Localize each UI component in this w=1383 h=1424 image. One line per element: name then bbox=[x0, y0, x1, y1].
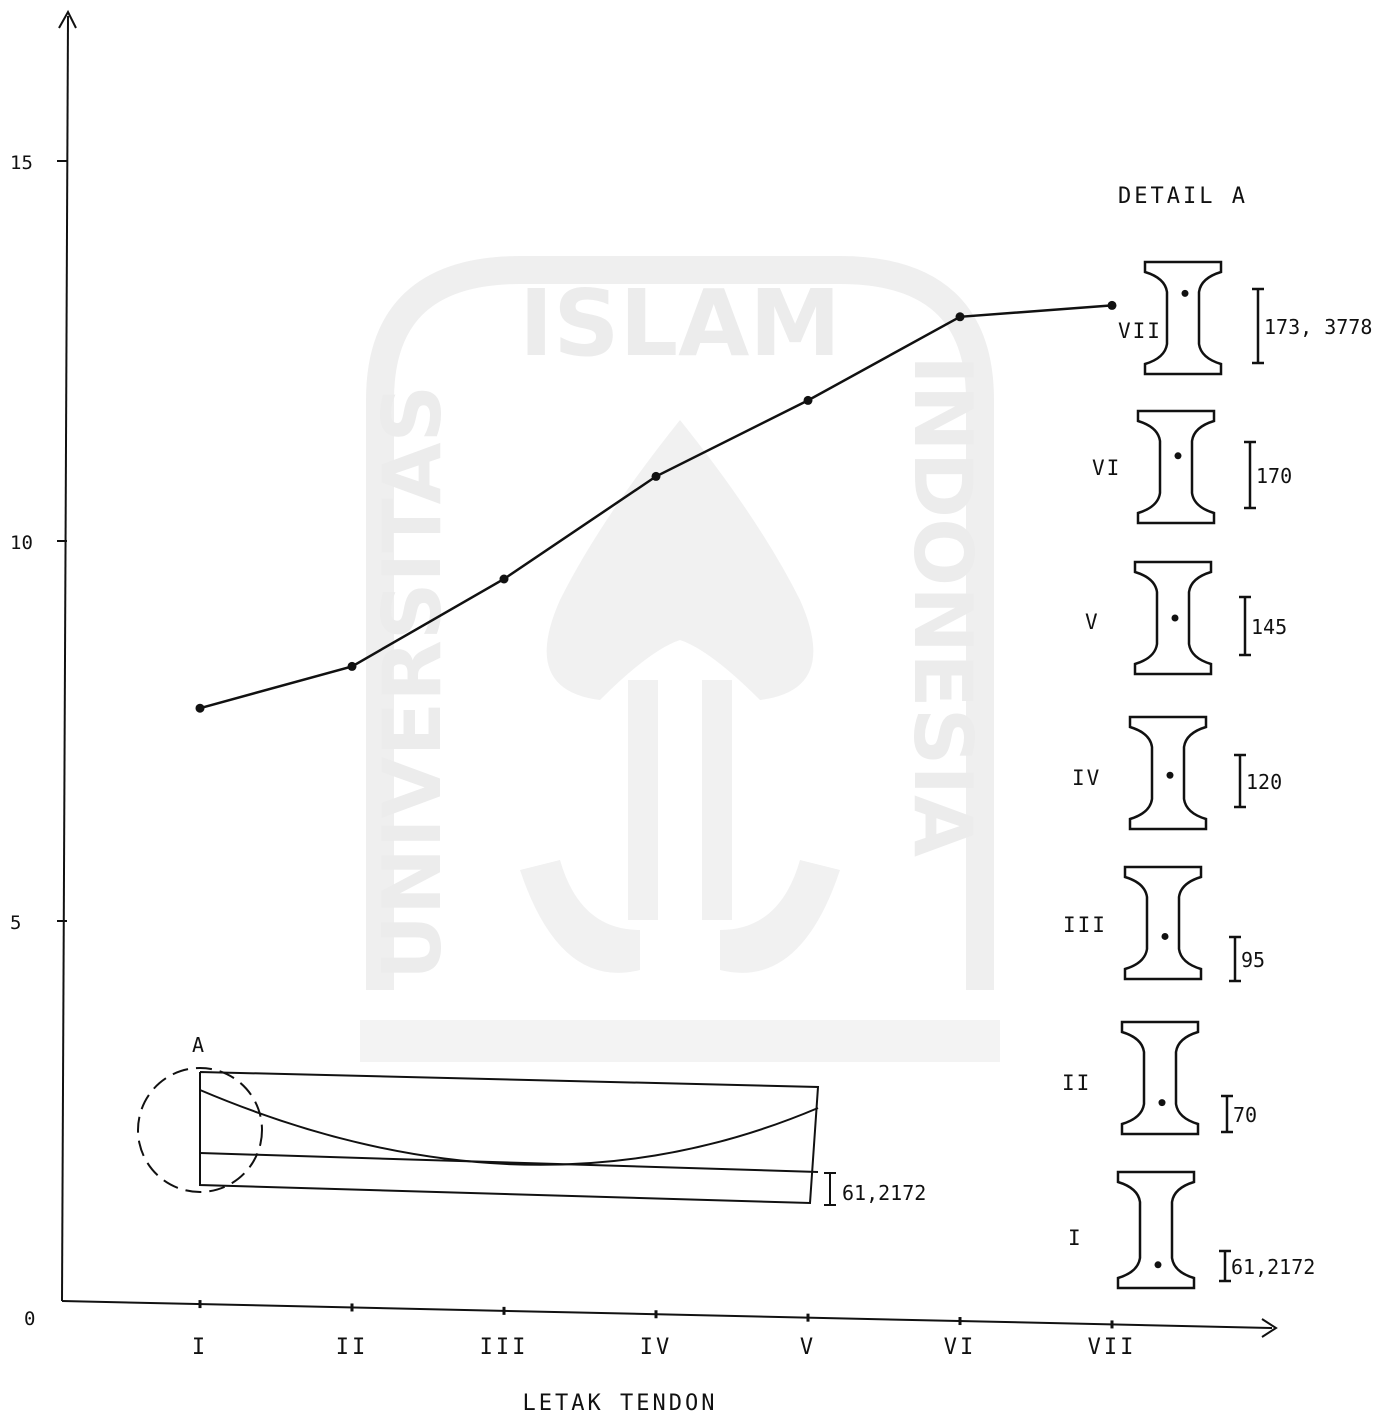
x-tick-label-I: I bbox=[192, 1335, 208, 1360]
i-section-outline bbox=[1128, 715, 1208, 831]
y-ticks: 0 5 10 15 bbox=[10, 152, 67, 1330]
section-dimension: 145 bbox=[1251, 615, 1287, 639]
x-axis-arrow bbox=[1261, 1318, 1278, 1338]
section-label: III bbox=[1063, 913, 1107, 937]
section-label: II bbox=[1062, 1071, 1091, 1095]
section-dimension: 95 bbox=[1241, 948, 1265, 972]
beam-outline bbox=[199, 1071, 820, 1205]
y-axis-arrow bbox=[58, 9, 77, 29]
tendon-position-dot bbox=[1174, 452, 1182, 460]
section-label: VI bbox=[1092, 456, 1121, 480]
section-label: I bbox=[1068, 1226, 1083, 1250]
section-dimension: 70 bbox=[1233, 1103, 1257, 1127]
x-tick-label-V: V bbox=[800, 1335, 816, 1360]
data-point-I bbox=[195, 703, 205, 713]
beam-dimension-label: 61,2172 bbox=[842, 1181, 926, 1205]
x-tick-label-III: III bbox=[480, 1335, 529, 1360]
section-label: V bbox=[1085, 610, 1100, 634]
x-tick-label-VI: VI bbox=[944, 1335, 977, 1360]
data-point-VII bbox=[1107, 300, 1117, 310]
data-point-IV bbox=[651, 471, 661, 481]
section-dimension: 61,2172 bbox=[1231, 1255, 1315, 1279]
i-section-outline bbox=[1143, 260, 1223, 376]
tendon-position-dot bbox=[1158, 1099, 1166, 1107]
data-point-III bbox=[499, 574, 509, 584]
axes bbox=[58, 9, 1278, 1338]
section-label: VII bbox=[1118, 319, 1162, 343]
y-tick-label-0: 0 bbox=[24, 1308, 35, 1330]
x-axis bbox=[61, 1300, 1273, 1329]
tendon-position-dot bbox=[1171, 614, 1179, 622]
detail-section-II: II 70 bbox=[1062, 1020, 1257, 1136]
tendon-position-dot bbox=[1154, 1261, 1162, 1269]
x-axis-title: LETAK TENDON bbox=[523, 1391, 718, 1416]
i-section-outline bbox=[1133, 560, 1213, 676]
i-section-outline bbox=[1120, 1020, 1200, 1136]
tendon-position-dot bbox=[1181, 289, 1189, 297]
y-tick-label-5: 5 bbox=[10, 912, 21, 934]
x-tick-label-II: II bbox=[336, 1335, 369, 1360]
tendon-position-dot bbox=[1161, 932, 1169, 940]
watermark-text-indonesia: INDONESIA bbox=[896, 355, 989, 857]
section-dimension: 120 bbox=[1246, 770, 1282, 794]
detail-sections: VII 173, 3778 VI 170 V 145 IV 120 III 95 II 70 I 61,2… bbox=[1062, 260, 1372, 1290]
beam-sketch bbox=[137, 1067, 836, 1206]
detail-section-III: III 95 bbox=[1063, 865, 1265, 983]
data-point-V bbox=[803, 395, 813, 405]
detail-section-I: I 61,2172 bbox=[1068, 1170, 1315, 1290]
data-point-VI bbox=[955, 312, 965, 322]
y-tick-label-15: 15 bbox=[10, 152, 33, 174]
section-dimension: 173, 3778 bbox=[1264, 315, 1372, 339]
watermark-text-universitas: UNIVERSITAS bbox=[366, 385, 459, 980]
beam-centroid-line bbox=[199, 1152, 819, 1173]
series-layer bbox=[195, 300, 1117, 713]
detail-section-VI: VI 170 bbox=[1092, 409, 1292, 525]
section-label: IV bbox=[1072, 766, 1101, 790]
y-tick-label-10: 10 bbox=[10, 532, 33, 554]
detail-a-marker: A bbox=[192, 1033, 204, 1057]
i-section-outline bbox=[1136, 409, 1216, 525]
detail-section-IV: IV 120 bbox=[1072, 715, 1282, 831]
watermark-text-islam: ISLAM bbox=[519, 270, 841, 377]
i-section-outline bbox=[1116, 1170, 1196, 1290]
x-ticks: I II III IV V VI VII bbox=[192, 1300, 1137, 1360]
x-tick-label-VII: VII bbox=[1088, 1335, 1137, 1360]
x-tick-label-IV: IV bbox=[640, 1335, 673, 1360]
detail-title: DETAIL A bbox=[1118, 184, 1248, 209]
section-dimension: 170 bbox=[1256, 464, 1292, 488]
tendon-profile bbox=[199, 1089, 819, 1166]
detail-section-V: V 145 bbox=[1085, 560, 1287, 676]
data-point-II bbox=[347, 661, 357, 671]
y-axis bbox=[61, 15, 69, 1302]
i-section-outline bbox=[1123, 865, 1203, 981]
detail-a-circle bbox=[137, 1067, 263, 1193]
tendon-position-dot bbox=[1166, 771, 1174, 779]
watermark-logo: ISLAM UNIVERSITAS INDONESIA bbox=[360, 256, 1000, 1062]
detail-section-VII: VII 173, 3778 bbox=[1118, 260, 1372, 376]
